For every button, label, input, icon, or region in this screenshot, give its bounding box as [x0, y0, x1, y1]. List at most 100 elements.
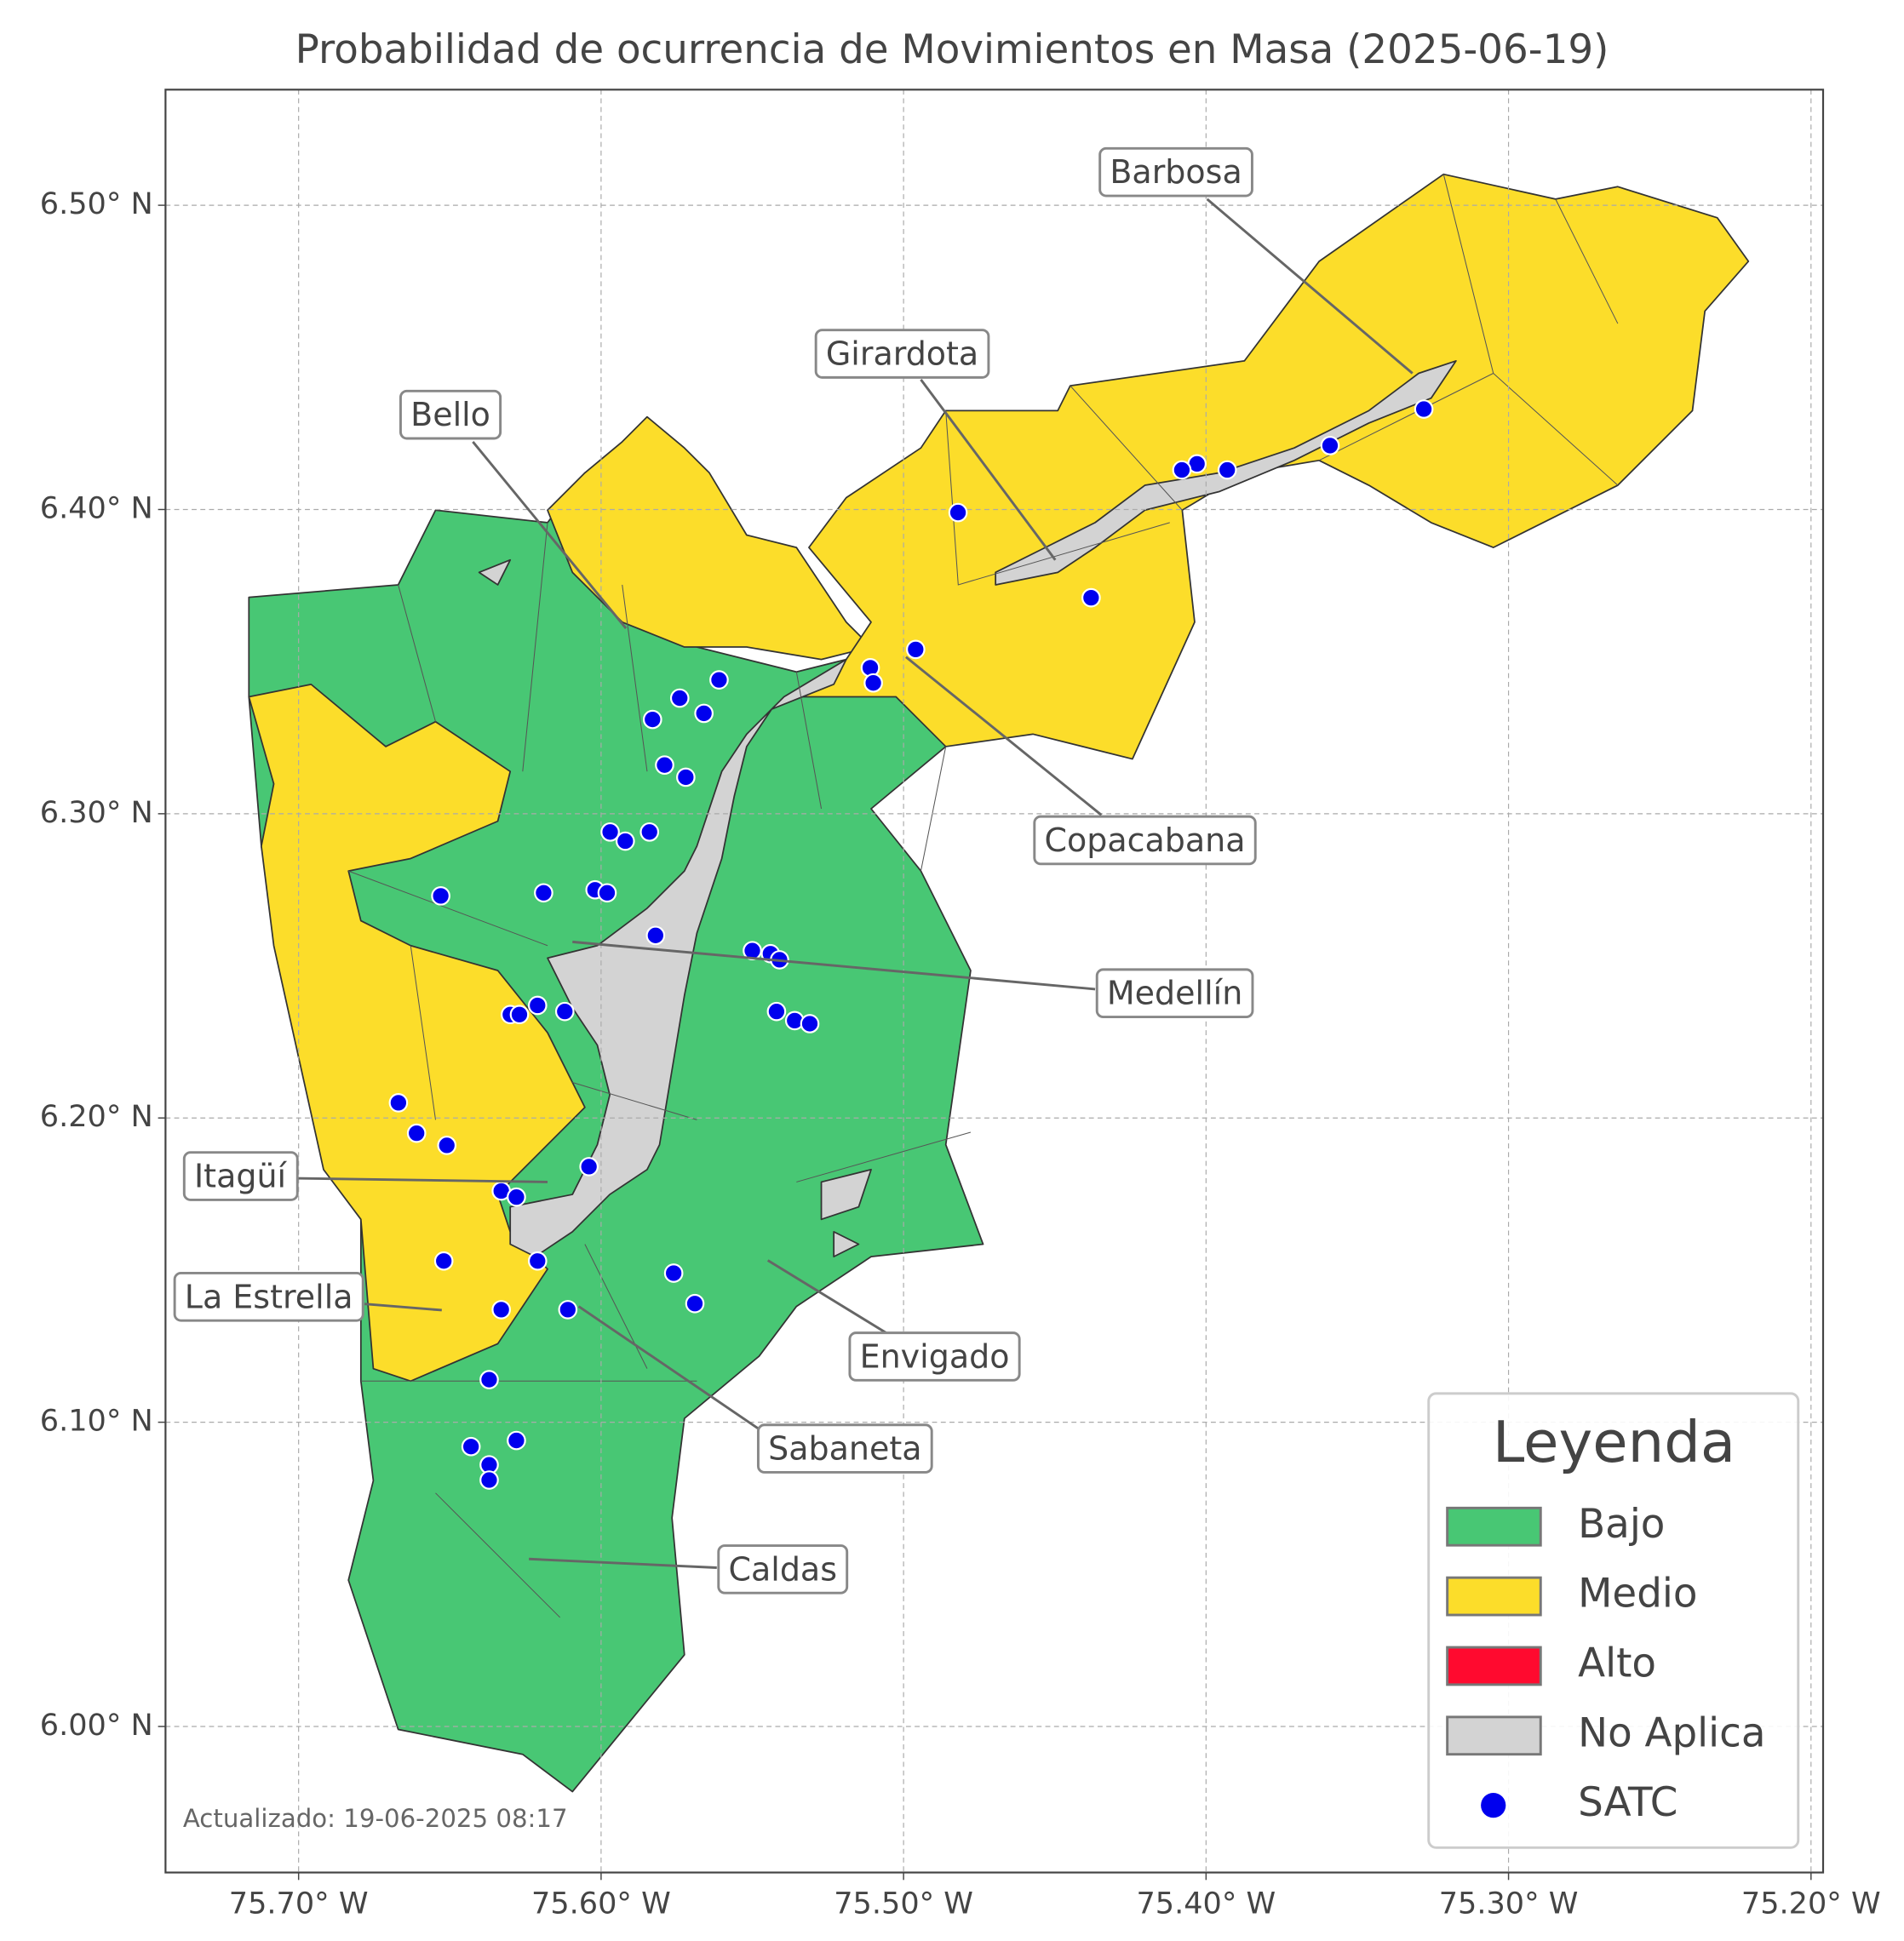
station — [479, 1370, 499, 1389]
station — [1320, 436, 1340, 455]
station — [709, 670, 729, 690]
annotation-box — [1098, 146, 1253, 198]
x-tick-label: 75.40° W — [1136, 1887, 1276, 1921]
y-tick-label: 6.10° N — [40, 1404, 153, 1439]
region-medio — [547, 415, 872, 661]
arrow — [1206, 198, 1414, 375]
station — [534, 883, 553, 903]
station — [948, 502, 968, 523]
station — [558, 1300, 578, 1320]
y-tick-label: 6.50° N — [40, 186, 153, 221]
legend-label: Alto — [1578, 1640, 1656, 1686]
arrow — [577, 1305, 763, 1432]
legend-label: SATC — [1578, 1780, 1677, 1826]
station — [406, 1123, 427, 1143]
station — [433, 1251, 454, 1271]
station — [1217, 460, 1237, 480]
station — [663, 1263, 684, 1283]
annotation: Copacabana — [1033, 815, 1257, 866]
arrow — [529, 1557, 717, 1569]
legend-swatch — [1446, 1646, 1542, 1686]
station — [1414, 399, 1434, 419]
x-tick-label: 75.20° W — [1741, 1887, 1881, 1921]
station — [554, 1001, 575, 1022]
legend-title: Leyenda — [1493, 1409, 1735, 1475]
region-no-aplica — [509, 658, 847, 1258]
y-tick-label: 6.40° N — [40, 490, 153, 525]
legend-swatch — [1446, 1506, 1542, 1547]
annotation-box — [1033, 815, 1257, 866]
annotation-label: Caldas — [728, 1550, 837, 1588]
station — [906, 639, 926, 660]
station — [507, 1430, 526, 1451]
station — [509, 1005, 530, 1025]
station — [491, 1300, 511, 1320]
annotation-box — [848, 1331, 1021, 1382]
station — [694, 703, 714, 724]
arrow — [905, 656, 1103, 816]
station — [461, 1436, 481, 1457]
annotation-label: Sabaneta — [768, 1430, 921, 1468]
annotation-box — [399, 389, 502, 440]
y-tick-label: 6.00° N — [40, 1708, 153, 1743]
y-tick-label: 6.20° N — [40, 1099, 153, 1134]
annotation-label: Girardota — [826, 335, 978, 373]
annotation-label: Medellín — [1107, 975, 1242, 1012]
stations — [388, 399, 1434, 1490]
arrow — [364, 1303, 442, 1312]
annotation-label: Bello — [410, 396, 490, 433]
station — [437, 1136, 457, 1155]
station — [507, 1187, 526, 1207]
station — [527, 1251, 548, 1271]
legend-swatch — [1446, 1715, 1542, 1756]
x-tick-label: 75.60° W — [531, 1887, 671, 1921]
x-tick-label: 75.50° W — [834, 1887, 973, 1921]
annotation: Envigado — [848, 1331, 1021, 1382]
annotation: Bello — [399, 389, 502, 440]
station — [669, 688, 690, 708]
station — [685, 1293, 705, 1314]
station — [639, 822, 660, 842]
arrow — [572, 940, 1096, 991]
annotation-box — [1095, 968, 1254, 1019]
map-title: Probabilidad de ocurrencia de Movimiento… — [295, 27, 1609, 73]
map-frame — [164, 89, 1825, 1874]
annotation-label: Barbosa — [1110, 153, 1242, 191]
annotation: Caldas — [717, 1544, 849, 1595]
annotation-label: Itagüí — [194, 1158, 288, 1195]
annotation-label: Copacabana — [1044, 822, 1245, 859]
station — [655, 755, 674, 776]
legend-swatch — [1446, 1576, 1542, 1617]
annotation: La Estrella — [173, 1272, 364, 1322]
arrow — [920, 378, 1057, 561]
station — [388, 1093, 409, 1113]
arrow — [295, 1177, 548, 1183]
station — [579, 1157, 599, 1177]
annotation-box — [173, 1272, 364, 1322]
arrow — [472, 440, 628, 630]
region-medio — [248, 683, 586, 1383]
station — [1172, 460, 1192, 480]
arrow — [766, 1259, 891, 1337]
station — [615, 831, 635, 851]
station — [863, 673, 883, 693]
boundary — [348, 174, 1619, 1618]
station — [479, 1470, 499, 1490]
station — [527, 995, 548, 1016]
x-tick-label: 75.70° W — [229, 1887, 369, 1921]
annotation: Sabaneta — [756, 1423, 933, 1474]
station — [597, 883, 617, 903]
station — [431, 886, 450, 906]
station — [600, 822, 620, 842]
y-tick-label: 6.30° N — [40, 795, 153, 830]
station — [642, 709, 662, 730]
annotation: Itagüí — [182, 1151, 299, 1201]
annotation-label: La Estrella — [185, 1278, 353, 1315]
station — [676, 767, 696, 787]
legend-label: No Aplica — [1578, 1710, 1765, 1756]
annotation-box — [814, 329, 990, 379]
annotation: Girardota — [814, 329, 990, 379]
station — [1081, 587, 1101, 608]
annotation: Barbosa — [1098, 146, 1253, 198]
